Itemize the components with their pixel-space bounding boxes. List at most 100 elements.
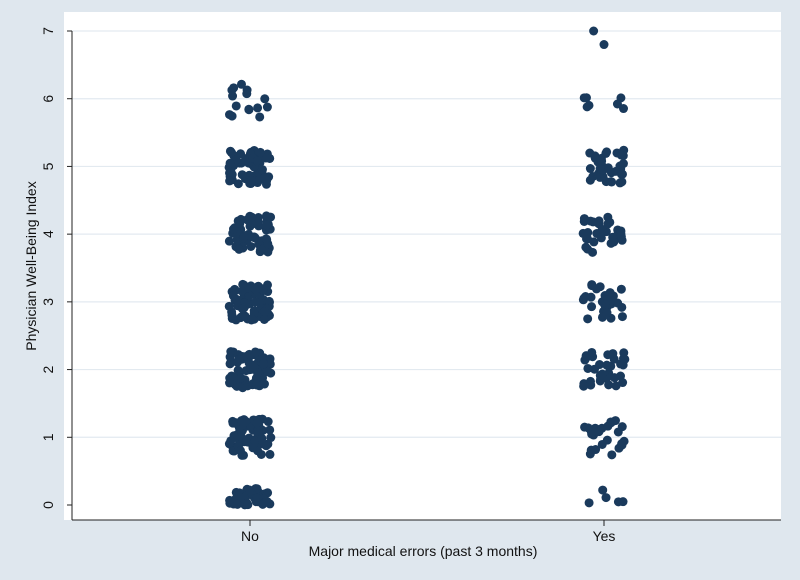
data-point: [261, 441, 271, 451]
data-point: [252, 156, 262, 166]
data-point: [607, 450, 617, 460]
y-tick-label: 6: [40, 95, 56, 103]
data-point: [227, 111, 237, 121]
data-point: [579, 214, 589, 224]
data-point: [225, 158, 235, 168]
data-point: [247, 219, 257, 229]
y-tick-label: 2: [40, 365, 56, 373]
data-point: [226, 148, 236, 158]
data-point: [246, 241, 256, 251]
data-point: [258, 285, 268, 295]
data-point: [584, 100, 594, 110]
y-tick-label: 7: [40, 27, 56, 35]
data-point: [253, 103, 263, 113]
data-point: [591, 445, 601, 455]
data-point: [617, 177, 627, 187]
data-point: [597, 224, 607, 234]
data-point: [255, 112, 265, 122]
data-point: [236, 416, 246, 426]
data-point: [596, 233, 606, 243]
data-point: [609, 237, 619, 247]
y-tick-label: 3: [40, 298, 56, 306]
data-point: [604, 362, 614, 372]
data-point: [235, 219, 245, 229]
data-point: [260, 94, 270, 104]
data-point: [252, 418, 262, 428]
data-point: [265, 359, 275, 369]
data-point: [255, 147, 265, 157]
data-point: [224, 236, 234, 246]
data-point: [587, 281, 597, 291]
data-point: [602, 147, 612, 157]
data-points: [224, 26, 630, 510]
y-tick-labels: 0 1 2 3 4 5 6 7: [40, 27, 56, 509]
data-point: [233, 365, 243, 375]
data-point: [261, 220, 271, 230]
data-point: [265, 425, 275, 435]
data-point: [224, 301, 234, 311]
data-point: [619, 353, 629, 363]
data-point: [608, 349, 618, 359]
data-point: [225, 176, 235, 186]
data-point: [583, 423, 593, 433]
y-tick-label: 1: [40, 433, 56, 441]
data-point: [247, 212, 257, 222]
data-point: [247, 314, 257, 324]
data-point: [604, 380, 614, 390]
data-point: [244, 349, 254, 359]
data-point: [584, 498, 594, 508]
data-point: [602, 435, 612, 445]
data-point: [265, 449, 275, 459]
data-point: [612, 99, 622, 109]
data-point-outlier: [599, 40, 609, 50]
data-point: [606, 417, 616, 427]
data-point: [617, 312, 627, 322]
data-point: [606, 168, 616, 178]
grid-lines: [72, 30, 781, 438]
x-tick-label: Yes: [593, 528, 616, 544]
data-point: [263, 417, 273, 427]
data-point: [226, 436, 236, 446]
data-point: [595, 376, 605, 386]
data-point: [618, 497, 628, 507]
data-point: [262, 496, 272, 506]
data-point: [597, 156, 607, 166]
x-tick-labels: No Yes: [241, 528, 615, 544]
data-point: [239, 232, 249, 242]
data-point: [579, 381, 589, 391]
data-point: [229, 224, 239, 234]
y-tick-label: 4: [40, 230, 56, 238]
data-point: [244, 105, 254, 115]
plot-area: [64, 12, 781, 520]
data-point: [605, 288, 615, 298]
data-point: [225, 495, 235, 505]
data-point: [585, 164, 595, 174]
y-axis-title: Physician Well-Being Index: [23, 181, 39, 350]
data-point: [250, 436, 260, 446]
x-tick-label: No: [241, 528, 259, 544]
data-point: [617, 302, 627, 312]
data-point: [616, 226, 626, 236]
data-point: [598, 485, 608, 495]
axes: [67, 30, 781, 526]
data-point: [617, 440, 627, 450]
data-point: [260, 307, 270, 317]
data-point: [226, 167, 236, 177]
data-point: [261, 153, 271, 163]
data-point: [594, 216, 604, 226]
data-point: [583, 314, 593, 324]
data-point: [237, 286, 247, 296]
data-point: [225, 373, 235, 383]
data-point: [256, 449, 266, 459]
data-point: [234, 244, 244, 254]
data-point: [234, 355, 244, 365]
data-point: [237, 304, 247, 314]
data-point: [227, 310, 237, 320]
data-point: [578, 295, 588, 305]
data-point: [587, 347, 597, 357]
data-point: [582, 234, 592, 244]
data-point: [585, 148, 595, 158]
data-point: [236, 373, 246, 383]
data-point: [595, 164, 605, 174]
data-point: [589, 26, 599, 36]
